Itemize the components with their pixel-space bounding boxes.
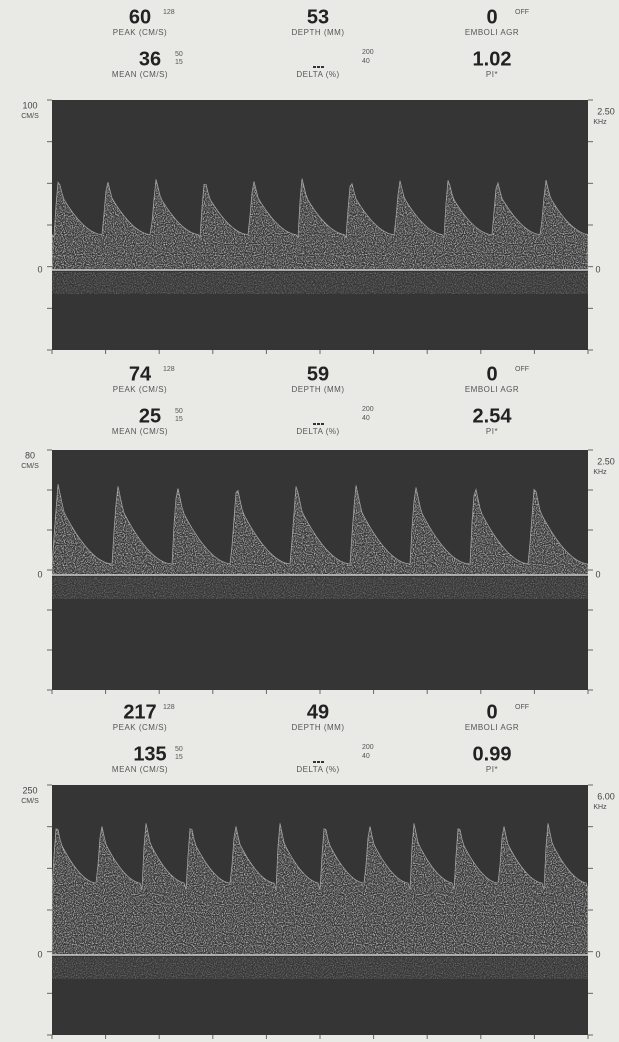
emboli-label: EMBOLI AGR: [465, 28, 519, 37]
mean-value: 36: [139, 48, 161, 70]
emboli-value: 0: [486, 701, 497, 723]
delta-label: DELTA (%): [296, 70, 339, 79]
peak-value: 217: [123, 701, 156, 723]
depth-value: 53: [307, 6, 329, 28]
peak-limit: 128: [163, 704, 175, 711]
peak-label: PEAK (CM/S): [113, 723, 167, 732]
emboli-flag: OFF: [515, 9, 529, 16]
peak-limit: 128: [163, 366, 175, 373]
depth-label: DEPTH (MM): [292, 723, 345, 732]
delta-high: 200: [362, 744, 374, 751]
right-axis-unit: KHz: [593, 469, 607, 476]
reverse-flow-noise: [52, 957, 588, 979]
mean-label: MEAN (CM/S): [112, 70, 168, 79]
mean-high: 50: [175, 746, 183, 753]
emboli-value: 0: [486, 6, 497, 28]
right-axis-unit: KHz: [593, 119, 607, 126]
pi-label: PI*: [486, 765, 498, 774]
delta-marker: [321, 761, 324, 763]
right-axis-zero: 0: [595, 949, 600, 959]
right-axis-max: 6.00: [597, 791, 615, 801]
right-axis-zero: 0: [595, 264, 600, 274]
left-axis-zero: 0: [37, 569, 42, 579]
mean-value: 25: [139, 405, 161, 427]
delta-low: 40: [362, 753, 370, 760]
peak-label: PEAK (CM/S): [113, 28, 167, 37]
reverse-flow-noise: [52, 272, 588, 294]
pi-value: 2.54: [473, 405, 513, 427]
left-axis-max: 80: [25, 450, 35, 460]
tcd-screen: 60128PEAK (CM/S)53DEPTH (MM)0OFFEMBOLI A…: [0, 0, 619, 1042]
left-axis-zero: 0: [37, 949, 42, 959]
delta-high: 200: [362, 49, 374, 56]
delta-marker: [313, 66, 316, 68]
mean-label: MEAN (CM/S): [112, 427, 168, 436]
left-axis-zero: 0: [37, 264, 42, 274]
peak-value: 74: [129, 363, 152, 385]
delta-marker: [313, 423, 316, 425]
delta-marker: [313, 761, 316, 763]
mean-value: 135: [133, 743, 166, 765]
right-axis-max: 2.50: [597, 106, 615, 116]
mean-high: 50: [175, 51, 183, 58]
mean-low: 15: [175, 59, 183, 66]
delta-marker: [317, 66, 320, 68]
emboli-value: 0: [486, 363, 497, 385]
mean-low: 15: [175, 416, 183, 423]
delta-label: DELTA (%): [296, 765, 339, 774]
peak-label: PEAK (CM/S): [113, 385, 167, 394]
peak-limit: 128: [163, 9, 175, 16]
pi-value: 1.02: [473, 48, 512, 70]
delta-marker: [321, 423, 324, 425]
depth-label: DEPTH (MM): [292, 28, 345, 37]
emboli-flag: OFF: [515, 704, 529, 711]
emboli-label: EMBOLI AGR: [465, 385, 519, 394]
pi-label: PI*: [486, 427, 498, 436]
emboli-label: EMBOLI AGR: [465, 723, 519, 732]
delta-low: 40: [362, 415, 370, 422]
right-axis-zero: 0: [595, 569, 600, 579]
left-axis-max: 250: [22, 785, 37, 795]
depth-value: 59: [307, 363, 329, 385]
delta-marker: [317, 761, 320, 763]
left-axis-unit: CM/S: [21, 463, 39, 470]
emboli-flag: OFF: [515, 366, 529, 373]
delta-marker: [317, 423, 320, 425]
left-axis-unit: CM/S: [21, 798, 39, 805]
delta-high: 200: [362, 406, 374, 413]
delta-marker: [321, 66, 324, 68]
delta-low: 40: [362, 58, 370, 65]
delta-label: DELTA (%): [296, 427, 339, 436]
reverse-flow-noise: [52, 577, 588, 599]
left-axis-unit: CM/S: [21, 113, 39, 120]
pi-value: 0.99: [473, 743, 512, 765]
left-axis-max: 100: [22, 100, 37, 110]
pi-label: PI*: [486, 70, 498, 79]
peak-value: 60: [129, 6, 151, 28]
depth-value: 49: [307, 701, 329, 723]
depth-label: DEPTH (MM): [292, 385, 345, 394]
right-axis-max: 2.50: [597, 456, 615, 466]
mean-label: MEAN (CM/S): [112, 765, 168, 774]
right-axis-unit: KHz: [593, 804, 607, 811]
mean-high: 50: [175, 408, 183, 415]
mean-low: 15: [175, 754, 183, 761]
